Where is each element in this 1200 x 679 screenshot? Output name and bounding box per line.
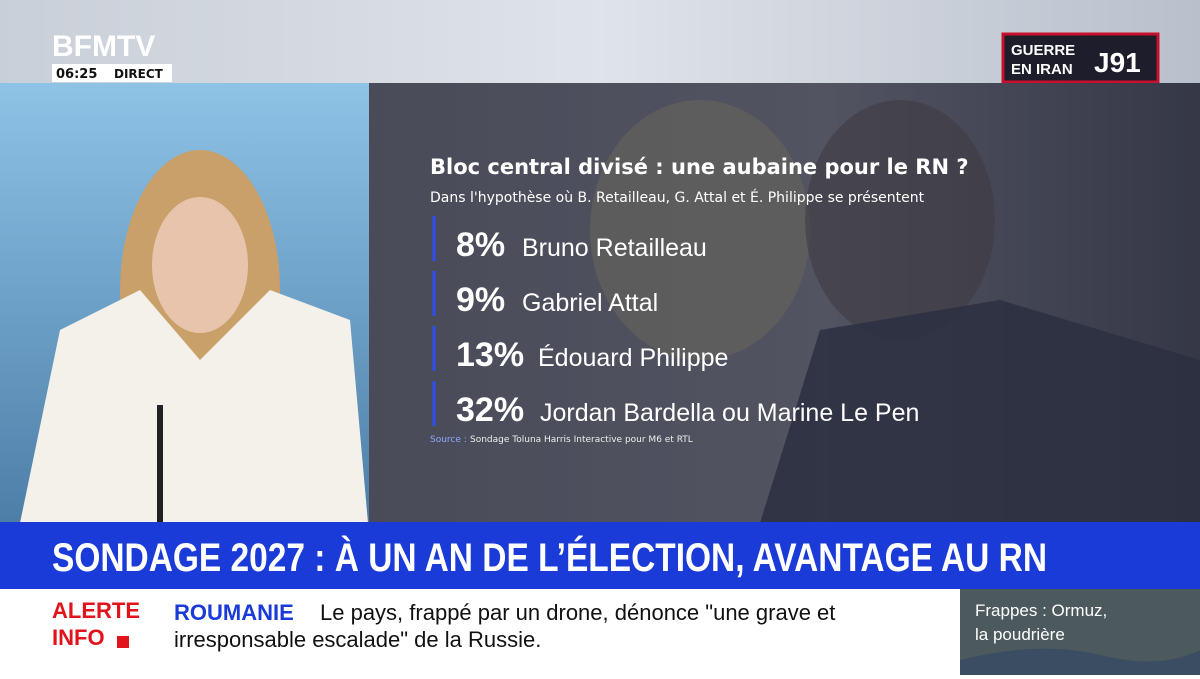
ticker-topic: ROUMANIE bbox=[174, 600, 294, 625]
presenter-jacket bbox=[20, 290, 368, 523]
photo-figure bbox=[805, 100, 995, 340]
side-text: Frappes : Ormuz, bbox=[975, 601, 1107, 620]
source: Sondage Toluna Harris Interactive pour M… bbox=[470, 435, 693, 445]
poll-share: 9% bbox=[456, 281, 505, 319]
top-bar bbox=[0, 0, 1200, 83]
headline: SONDAGE 2027 : À UN AN DE L’ÉLECTION, AV… bbox=[52, 535, 1047, 580]
clock: 06:25 bbox=[56, 67, 97, 82]
clock-box bbox=[52, 64, 172, 82]
tag-box bbox=[1001, 32, 1160, 84]
tag-line: EN IRAN bbox=[1011, 61, 1073, 78]
live-label: DIRECT bbox=[114, 67, 164, 81]
ticker-text: irresponsable escalade" de la Russie. bbox=[174, 627, 541, 652]
microphone bbox=[157, 405, 163, 523]
poll-share: 32% bbox=[456, 391, 524, 429]
ticker-bar bbox=[0, 589, 960, 675]
photo-figure bbox=[590, 100, 810, 360]
poll-name: Jordan Bardella ou Marine Le Pen bbox=[540, 399, 919, 427]
logo: BFMTV bbox=[52, 30, 155, 63]
side-map bbox=[960, 648, 1200, 675]
ticker-text: Le pays, frappé par un drone, dénonce "u… bbox=[320, 600, 835, 625]
poll-name: Édouard Philippe bbox=[538, 343, 728, 372]
tag-day: J91 bbox=[1094, 47, 1141, 78]
poll-share: 13% bbox=[456, 336, 524, 374]
presenter-face bbox=[152, 197, 248, 333]
tag-line: GUERRE bbox=[1011, 42, 1075, 59]
poll-share: 8% bbox=[456, 226, 505, 264]
photo-overlay bbox=[369, 83, 1200, 523]
headline-bar bbox=[0, 522, 1200, 589]
alert-label: ALERTE bbox=[52, 598, 140, 623]
alert-label: INFO bbox=[52, 625, 105, 650]
poll-name: Bruno Retailleau bbox=[522, 234, 707, 262]
poll-title: Bloc central divisé : une aubaine pour l… bbox=[430, 155, 969, 179]
poll-name: Gabriel Attal bbox=[522, 289, 658, 317]
alert-square bbox=[117, 636, 129, 648]
photo-figure bbox=[760, 300, 1200, 523]
side-text: la poudrière bbox=[975, 625, 1065, 644]
poll-subtitle: Dans l'hypothèse où B. Retailleau, G. At… bbox=[430, 189, 925, 206]
source-label: Source : bbox=[430, 435, 467, 445]
